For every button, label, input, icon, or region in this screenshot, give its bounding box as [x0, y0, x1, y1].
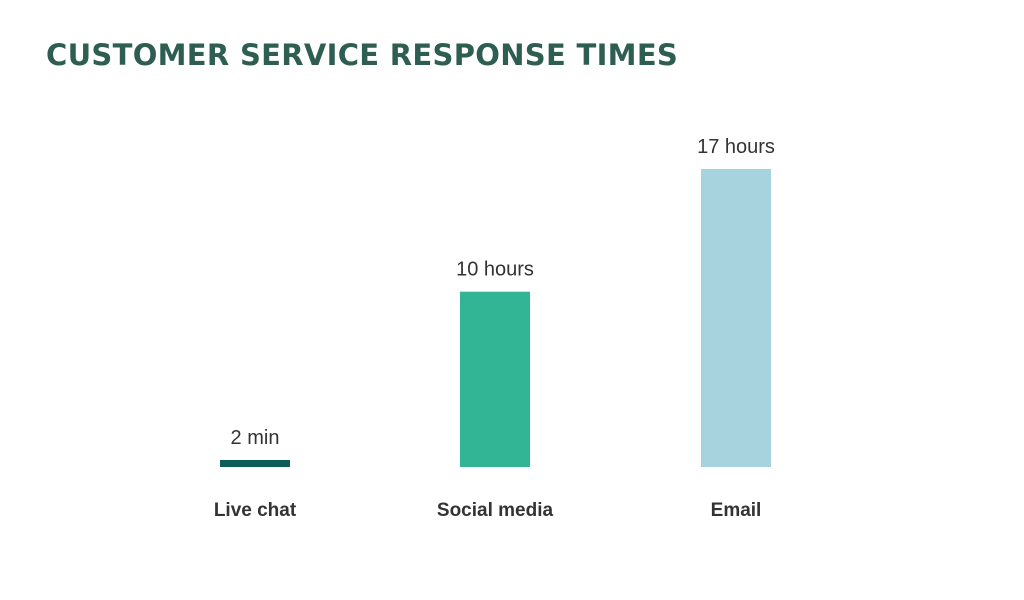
bar-live-chat — [220, 460, 290, 467]
data-label: 10 hours — [456, 259, 534, 281]
bar-email — [701, 169, 771, 467]
bar-social-media — [460, 291, 530, 467]
data-label: 2 min — [231, 427, 280, 449]
category-label: Social media — [437, 500, 554, 521]
category-label: Email — [711, 500, 762, 521]
data-label: 17 hours — [697, 136, 775, 158]
category-label: Live chat — [214, 500, 297, 521]
chart-title: CUSTOMER SERVICE RESPONSE TIMES — [46, 38, 679, 72]
